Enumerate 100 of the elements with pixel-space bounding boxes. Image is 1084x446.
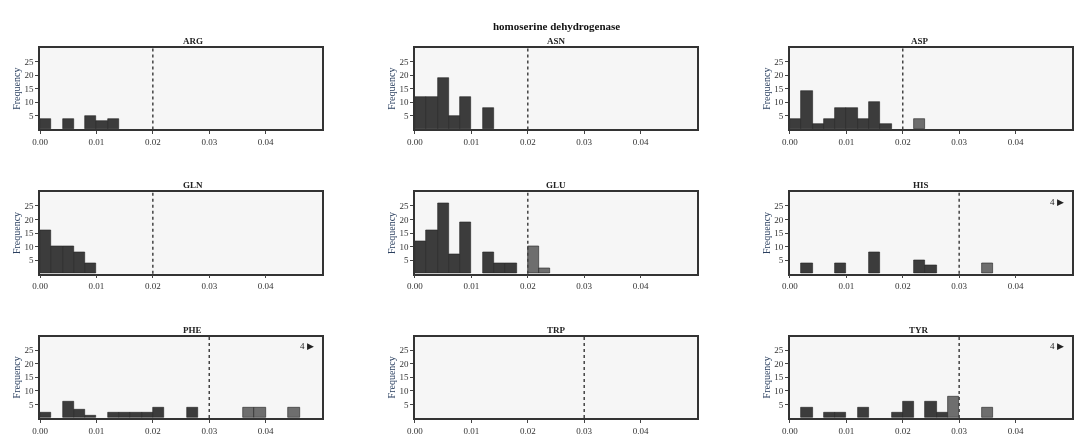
x-tick-label: 0.03 [201, 281, 218, 292]
y-tick-label: 10 [399, 386, 409, 397]
x-tick-label: 0.02 [894, 281, 911, 292]
y-axis-title: Frequency [760, 67, 772, 110]
chart-title: ARG [183, 36, 203, 46]
y-axis-title: Frequency [385, 211, 397, 255]
y-axis-title: Frequency [10, 67, 22, 110]
chart-title: TRP [547, 325, 566, 335]
y-tick-label: 15 [399, 228, 409, 239]
y-tick-label: 15 [24, 372, 34, 383]
y-tick-label: 5 [403, 255, 409, 266]
chart-title: GLU [546, 180, 566, 190]
y-tick-label: 15 [774, 372, 784, 383]
x-tick-label: 0.03 [201, 425, 218, 436]
x-tick-label: 0.00 [407, 281, 424, 292]
y-tick-label: 20 [774, 358, 784, 369]
x-tick-label: 0.04 [257, 136, 275, 147]
y-tick-label: 5 [778, 110, 784, 121]
x-tick-label: 0.03 [951, 136, 968, 147]
y-tick-label: 10 [774, 386, 784, 397]
y-tick-label: 10 [24, 386, 34, 397]
chart-title: GLN [183, 180, 203, 190]
x-tick-label: 0.00 [32, 425, 49, 436]
x-tick-label: 0.00 [407, 425, 424, 436]
y-tick-label: 15 [774, 83, 784, 94]
x-tick-label: 0.01 [463, 425, 480, 436]
chart-subtitle: homoserine dehydrogenase [493, 20, 621, 32]
chart-title: ASN [547, 36, 566, 46]
y-tick-label: 15 [399, 372, 409, 383]
y-tick-label: 20 [399, 214, 409, 225]
x-tick-label: 0.00 [782, 281, 799, 292]
y-tick-label: 25 [774, 201, 784, 212]
y-axis-title: Frequency [760, 211, 772, 255]
x-tick-label: 0.01 [838, 425, 855, 436]
x-tick-label: 0.04 [1007, 425, 1024, 436]
x-tick-label: 0.02 [519, 281, 536, 292]
y-tick-label: 20 [24, 358, 34, 369]
y-tick-label: 15 [24, 83, 34, 94]
chart-title: HIS [913, 180, 929, 190]
annotation: 4 ▶ [1050, 197, 1064, 207]
x-tick-label: 0.02 [144, 281, 161, 292]
y-axis-title: Frequency [760, 356, 772, 399]
x-tick-label: 0.03 [576, 425, 593, 436]
x-tick-label: 0.01 [463, 136, 480, 147]
x-tick-label: 0.02 [894, 136, 911, 147]
y-tick-label: 20 [774, 70, 784, 81]
y-tick-label: 5 [778, 255, 784, 266]
x-tick-label: 0.01 [88, 136, 105, 147]
y-tick-label: 5 [403, 399, 409, 410]
y-tick-label: 10 [774, 97, 784, 108]
x-tick-label: 0.04 [257, 425, 275, 436]
x-tick-label: 0.04 [1007, 136, 1024, 147]
x-tick-label: 0.03 [201, 136, 218, 147]
y-tick-label: 15 [24, 228, 34, 239]
x-tick-label: 0.00 [32, 136, 49, 147]
x-tick-label: 0.01 [88, 425, 105, 436]
x-tick-label: 0.02 [144, 425, 161, 436]
y-axis-title: Frequency [385, 356, 397, 399]
y-tick-label: 25 [774, 56, 784, 67]
y-tick-label: 15 [399, 83, 409, 94]
y-tick-label: 25 [24, 345, 34, 356]
y-tick-label: 5 [28, 255, 34, 266]
y-axis-title: Frequency [10, 211, 22, 255]
x-tick-label: 0.00 [32, 281, 49, 292]
y-tick-label: 15 [774, 228, 784, 239]
x-tick-label: 0.01 [463, 281, 480, 292]
y-axis-title: Frequency [385, 67, 397, 110]
chart-title: TYR [909, 325, 929, 335]
y-tick-label: 20 [24, 70, 34, 81]
annotation: 4 ▶ [300, 341, 314, 351]
x-tick-label: 0.01 [88, 281, 105, 292]
y-tick-label: 25 [774, 345, 784, 356]
x-tick-label: 0.04 [632, 425, 649, 436]
y-tick-label: 20 [399, 358, 409, 369]
y-tick-label: 10 [399, 97, 409, 108]
x-tick-label: 0.02 [144, 136, 161, 147]
y-tick-label: 10 [399, 241, 409, 252]
y-tick-label: 10 [24, 241, 34, 252]
x-tick-label: 0.03 [576, 281, 593, 292]
x-tick-label: 0.04 [257, 281, 275, 292]
y-tick-label: 10 [774, 241, 784, 252]
y-tick-label: 25 [24, 56, 34, 67]
x-tick-label: 0.03 [576, 136, 593, 147]
x-tick-label: 0.00 [407, 136, 424, 147]
x-tick-label: 0.03 [951, 425, 968, 436]
x-tick-label: 0.01 [838, 136, 855, 147]
x-tick-label: 0.02 [519, 136, 536, 147]
x-tick-label: 0.02 [894, 425, 911, 436]
y-axis-title: Frequency [10, 356, 22, 399]
y-tick-label: 20 [24, 214, 34, 225]
x-tick-label: 0.04 [1007, 281, 1024, 292]
chart-title: ASP [911, 36, 929, 46]
y-tick-label: 20 [774, 214, 784, 225]
y-tick-label: 20 [399, 70, 409, 81]
x-tick-label: 0.02 [519, 425, 536, 436]
x-tick-label: 0.04 [632, 136, 649, 147]
y-tick-label: 5 [28, 399, 34, 410]
x-tick-label: 0.01 [838, 281, 855, 292]
y-tick-label: 25 [399, 345, 409, 356]
y-tick-label: 25 [24, 201, 34, 212]
